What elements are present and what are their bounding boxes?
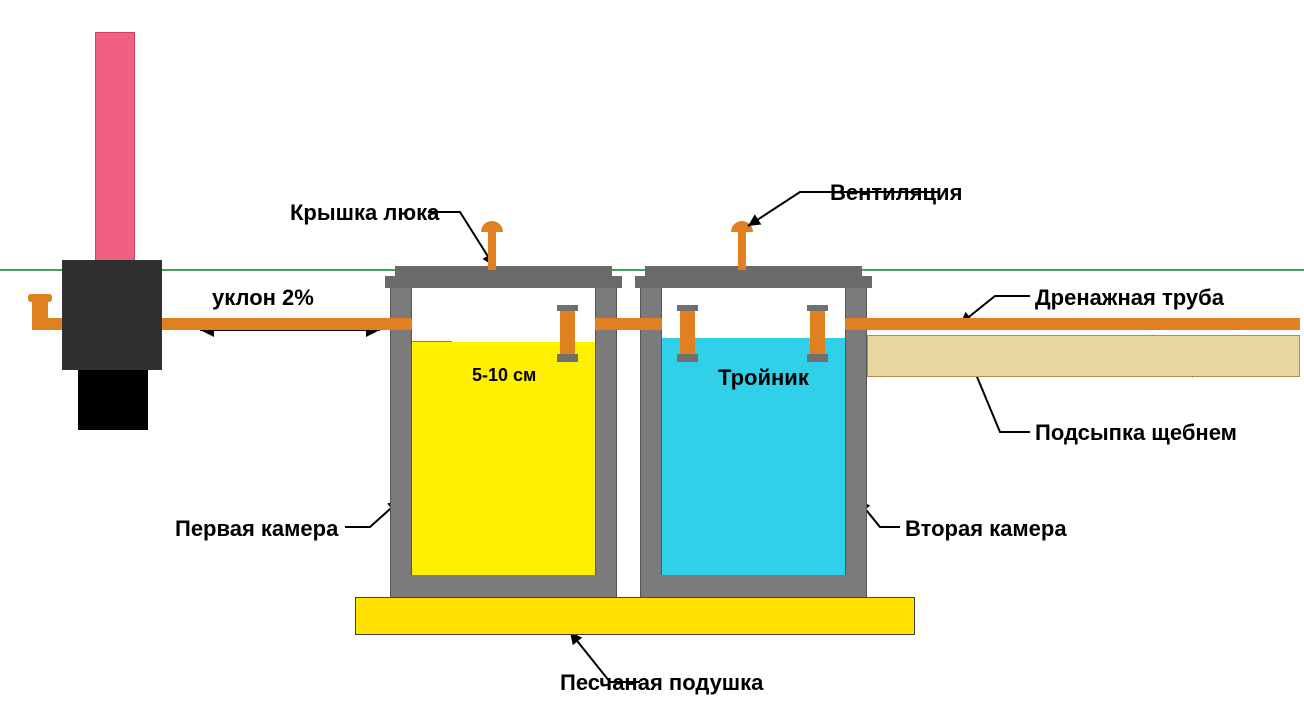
tee-fitting (560, 305, 575, 360)
sand-cushion (355, 597, 915, 635)
house-base (62, 260, 162, 370)
chamber-1-wall (390, 575, 617, 597)
label-chamber-2: Вторая камера (905, 516, 1067, 542)
label-gravel-bed: Подсыпка щебнем (1035, 420, 1237, 446)
chamber-1-lid (385, 276, 622, 288)
label-hatch-cover: Крышка люка (290, 200, 439, 226)
pipe (595, 318, 662, 330)
label-sand-cushion: Песчаная подушка (560, 670, 763, 696)
label-gap: 5-10 см (472, 365, 536, 386)
tee-fitting (680, 305, 695, 360)
pipe (845, 318, 1300, 330)
septic-diagram: Крышка люка Вентиляция уклон 2% 5-10 см Трой… (0, 0, 1304, 709)
label-drain-pipe: Дренажная труба (1035, 285, 1224, 311)
tee-fitting (810, 305, 825, 360)
riser-pipe (95, 32, 135, 270)
chamber-2-lid (635, 276, 872, 288)
label-ventilation: Вентиляция (830, 180, 962, 206)
gravel-bed (867, 335, 1300, 377)
label-slope: уклон 2% (212, 285, 314, 311)
chamber-2-wall (640, 575, 867, 597)
label-tee: Тройник (718, 365, 809, 391)
label-chamber-1: Первая камера (175, 516, 338, 542)
